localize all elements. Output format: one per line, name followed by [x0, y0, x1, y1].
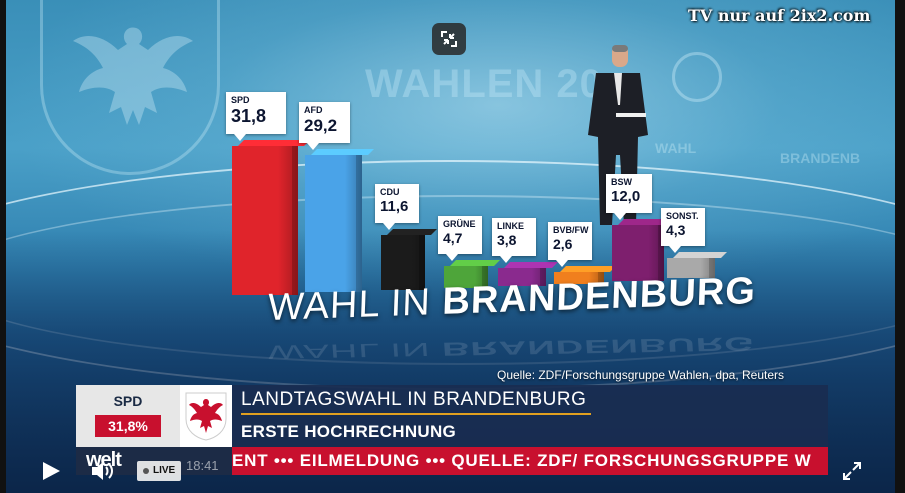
playback-time: 18:41 [186, 458, 219, 473]
bar-top [673, 251, 727, 258]
bar-grne [444, 259, 500, 288]
bar-label-value: 2,6 [553, 235, 573, 252]
bar-cdu [381, 229, 437, 290]
bar-label: SPD 31,8 [226, 91, 286, 141]
welt-logo: welt [86, 449, 122, 471]
source-line: Quelle: ZDF/Forschungsgruppe Wahlen, dpa… [497, 368, 785, 382]
eagle-crest-icon [185, 392, 227, 441]
bar-label: GRÜNE 4,7 [438, 215, 482, 261]
bar-face [498, 268, 546, 286]
bar-label-value: 11,6 [380, 198, 409, 216]
wall-text-small: BRANDENB [780, 150, 861, 166]
bar-label: SONST. 4,3 [661, 207, 705, 253]
bar-label: CDU 11,6 [375, 184, 419, 231]
ticker-text: ENT ••• EILMELDUNG ••• QUELLE: ZDF/ FORS… [232, 451, 812, 470]
bar-linke [498, 262, 558, 286]
bar-label-party: BSW [611, 176, 632, 187]
wall-text-small: WAHL [655, 140, 697, 156]
eagle-wall-graphic [40, 0, 220, 175]
fullscreen-icon[interactable] [842, 461, 862, 481]
play-icon[interactable] [40, 460, 62, 482]
ballot-circle-icon [672, 52, 722, 102]
bar-face [554, 271, 604, 284]
title-light: WAHL IN [267, 280, 444, 329]
brandenburg-crest [180, 385, 232, 447]
lower-third-party-percent: 31,8% [95, 415, 161, 437]
letterbox-left [0, 0, 6, 493]
bar-label-value: 3,8 [497, 232, 517, 249]
bar-top [311, 148, 374, 155]
bar-face [444, 265, 488, 288]
headline-underline [241, 413, 591, 415]
lower-third-party-box: SPD 31,8% [76, 385, 180, 447]
exit-fullscreen-icon [441, 31, 457, 47]
bar-top [560, 265, 616, 272]
bar-face [381, 235, 425, 290]
letterbox-right [895, 0, 905, 493]
bar-label-value: 29,2 [304, 115, 338, 135]
lower-third-subline-row: ERSTE HOCHRECHNUNG [232, 416, 828, 447]
bar-label-party: BVB/FW [553, 224, 589, 235]
lower-third-party-name: SPD [113, 393, 143, 409]
bar-top [504, 262, 558, 269]
lower-third-subline: ERSTE HOCHRECHNUNG [241, 422, 457, 441]
news-ticker: ENT ••• EILMELDUNG ••• QUELLE: ZDF/ FORS… [232, 447, 828, 475]
bar-label-party: CDU [380, 187, 400, 198]
wall-headline: WAHLEN 20 [365, 62, 603, 106]
eagle-watermark-icon [73, 27, 193, 125]
bar-label: LINKE 3,8 [492, 218, 536, 264]
bar-face [667, 257, 715, 278]
bar-face [232, 145, 298, 295]
live-badge[interactable]: LIVE [137, 461, 181, 481]
bar-bvbfw [554, 265, 616, 284]
bar-afd [305, 148, 374, 292]
bar-sonst [667, 251, 727, 278]
bar-label: BVB/FW 2,6 [548, 221, 592, 267]
volume-icon[interactable] [90, 459, 116, 483]
channel-watermark: TV nur auf 2ix2.com [688, 6, 871, 25]
bar-label: AFD 29,2 [299, 101, 350, 150]
reflection-text: WAHL IN [267, 338, 443, 363]
bar-label-party: AFD [304, 104, 323, 115]
bar-label-value: 4,7 [443, 229, 463, 246]
bar-label: BSW 12,0 [606, 173, 652, 220]
bar-face [612, 224, 664, 281]
bar-label-party: LINKE [497, 221, 524, 232]
bar-bsw [612, 218, 676, 281]
exit-fullscreen-button[interactable] [432, 23, 466, 55]
bar-face [305, 154, 362, 292]
bar-label-party: SPD [231, 94, 250, 105]
bar-label-value: 12,0 [611, 187, 641, 205]
bar-label-party: GRÜNE [443, 218, 476, 229]
bar-label-party: SONST. [666, 210, 699, 221]
lower-third-headline-row: LANDTAGSWAHL IN BRANDENBURG [232, 385, 828, 416]
live-dot-icon [143, 468, 149, 474]
bar-label-value: 4,3 [666, 221, 686, 238]
bar-label-value: 31,8 [231, 105, 267, 126]
bar-spd [232, 139, 310, 295]
lower-third-headline: LANDTAGSWAHL IN BRANDENBURG [241, 389, 587, 410]
